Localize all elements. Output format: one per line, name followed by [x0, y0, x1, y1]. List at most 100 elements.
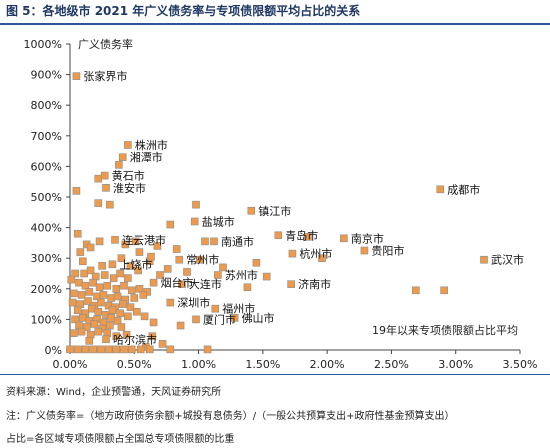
data-point	[95, 237, 104, 246]
data-point	[72, 72, 81, 80]
data-point	[412, 286, 420, 295]
y-tick-label: 0%	[45, 344, 62, 357]
data-point	[122, 330, 131, 339]
data-point	[203, 345, 212, 354]
data-point	[68, 298, 77, 307]
data-point	[108, 306, 117, 315]
point-label: 上饶市	[119, 257, 152, 271]
point-label: 佛山市	[242, 311, 275, 325]
point-label: 连云港市	[122, 233, 166, 247]
data-point	[192, 315, 200, 324]
y-tick-label: 700%	[31, 130, 62, 143]
data-point	[102, 184, 110, 192]
point-label: 杭州市	[299, 247, 332, 261]
x-tick-label: 3.00%	[438, 358, 473, 371]
data-point	[126, 262, 135, 270]
data-point	[156, 271, 164, 279]
title-rule	[0, 23, 550, 25]
x-axis-label: 19年以来专项债限额占比平均	[372, 323, 518, 337]
data-point	[76, 248, 85, 256]
data-point	[166, 345, 175, 354]
data-point	[81, 281, 90, 290]
data-point	[90, 320, 99, 328]
axes	[69, 44, 520, 351]
y-tick-label: 900%	[31, 69, 62, 82]
data-point	[112, 284, 121, 293]
data-point	[95, 283, 104, 292]
data-point	[274, 231, 283, 240]
data-point	[79, 257, 87, 266]
data-point	[147, 252, 155, 261]
point-label: 盐城市	[202, 214, 235, 228]
point-label: 常州市	[186, 253, 219, 267]
y-tick-label: 200%	[31, 283, 62, 296]
data-point	[178, 280, 186, 289]
data-point	[166, 220, 175, 229]
data-point	[134, 266, 142, 275]
data-point	[136, 345, 145, 354]
point-label: 张家界市	[83, 69, 127, 83]
point-label: 武汉市	[491, 253, 524, 267]
data-point	[121, 240, 130, 249]
data-point	[67, 275, 76, 284]
data-point	[70, 289, 78, 298]
data-point	[183, 268, 191, 276]
data-point	[81, 345, 90, 354]
data-point	[243, 283, 252, 292]
data-point	[107, 314, 115, 322]
data-point	[230, 314, 239, 322]
x-tick-label: 0.00%	[53, 358, 88, 371]
data-point	[118, 153, 127, 162]
data-point	[139, 291, 148, 299]
data-point	[440, 286, 448, 295]
point-label: 青岛市	[285, 228, 318, 242]
data-point	[252, 258, 261, 267]
x-tick-label: 0.50%	[117, 358, 152, 371]
x-tick-label: 2.00%	[310, 358, 345, 371]
data-point	[247, 206, 256, 215]
data-point	[318, 254, 326, 262]
data-point	[288, 249, 297, 258]
y-tick-label: 500%	[31, 191, 62, 204]
point-label: 福州市	[222, 302, 255, 316]
data-point	[172, 245, 181, 253]
data-point	[107, 294, 115, 302]
data-point	[73, 306, 82, 315]
data-point	[201, 237, 209, 246]
formula-note: 注：广义债务率=（地方政府债务余额+城投有息债务）/（一般公共预算支出+政府性基…	[6, 411, 455, 422]
data-point	[192, 200, 200, 209]
data-point	[126, 303, 135, 311]
data-point	[480, 255, 488, 264]
data-point	[135, 284, 144, 293]
data-point	[79, 314, 87, 322]
data-point	[109, 274, 118, 282]
data-point	[163, 265, 172, 273]
data-point	[77, 291, 86, 299]
data-point	[112, 345, 121, 354]
data-point	[140, 312, 149, 321]
data-point	[73, 345, 82, 354]
point-label: 大连市	[189, 277, 222, 291]
data-point	[66, 345, 74, 354]
data-point	[116, 309, 124, 318]
data-point	[106, 321, 114, 330]
data-point	[287, 280, 295, 289]
data-point	[100, 171, 109, 180]
data-point	[94, 199, 103, 207]
data-point	[214, 271, 222, 279]
point-label: 哈尔滨市	[113, 332, 157, 346]
point-label: 厦门市	[203, 312, 236, 326]
ratio-note: 占比=各区域专项债限额占全国总专项债限额的比重	[6, 434, 235, 445]
x-tick-label: 1.00%	[181, 358, 216, 371]
data-point	[100, 271, 109, 279]
data-point	[115, 161, 123, 169]
data-point	[85, 337, 94, 345]
data-point	[112, 332, 121, 341]
data-point	[149, 278, 158, 287]
y-tick-label: 300%	[31, 252, 62, 265]
point-label: 南京市	[351, 231, 384, 245]
data-point	[124, 274, 132, 282]
x-tick-label: 1.50%	[245, 358, 280, 371]
data-point	[111, 236, 119, 244]
data-point	[98, 262, 106, 270]
